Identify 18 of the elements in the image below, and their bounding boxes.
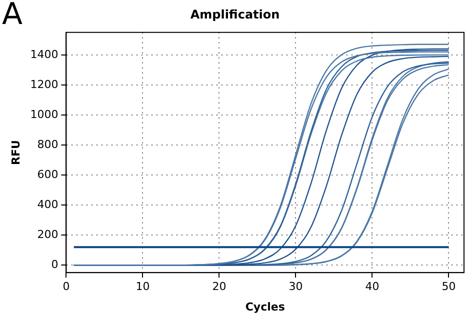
x-tick-label: 0 — [62, 280, 70, 294]
chart-title: Amplification — [190, 7, 280, 22]
y-tick-label: 800 — [37, 138, 58, 151]
x-tick-label: 50 — [442, 280, 456, 294]
x-tick-label: 30 — [288, 280, 303, 294]
y-axis-title: RFU — [9, 140, 22, 165]
y-tick-label: 1400 — [30, 48, 58, 61]
text: A — [2, 0, 23, 32]
y-tick-label: 1200 — [30, 78, 58, 91]
y-tick-label: 600 — [37, 168, 58, 181]
y-tick-label: 1000 — [30, 108, 58, 121]
y-tick-label: 400 — [37, 198, 58, 211]
x-axis-title: Cycles — [245, 300, 286, 314]
x-tick-label: 10 — [136, 280, 150, 294]
x-tick-label: 40 — [365, 280, 380, 294]
y-tick-label: 0 — [51, 258, 58, 271]
x-tick-label: 20 — [212, 280, 226, 294]
y-tick-label: 200 — [37, 228, 58, 241]
